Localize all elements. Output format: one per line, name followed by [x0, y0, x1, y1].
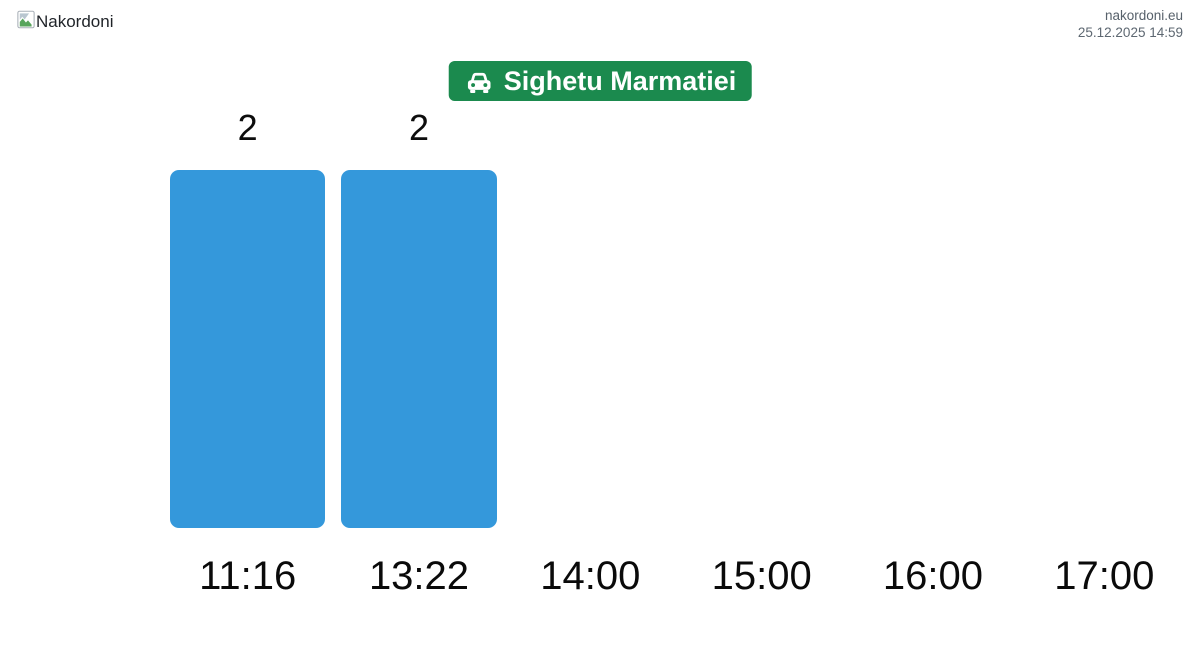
destination-badge[interactable]: Sighetu Marmatiei [448, 61, 752, 101]
chart-column: 17:00 [1019, 104, 1190, 598]
bar-value-label: 2 [237, 107, 258, 148]
bar-chart: 2 11:16 2 13:22 14:00 15:00 16:00 17:00 [162, 104, 1190, 598]
chart-column: 15:00 [676, 104, 847, 598]
chart-column: 14:00 [505, 104, 676, 598]
destination-label: Sighetu Marmatiei [503, 65, 737, 96]
broken-image-icon [17, 10, 35, 34]
x-axis-label: 15:00 [711, 554, 812, 598]
x-axis-label: 11:16 [199, 554, 297, 598]
car-front-icon [464, 68, 495, 95]
bar-area [505, 170, 676, 528]
bar-value-label: 2 [408, 107, 429, 148]
bar-area [1019, 170, 1190, 528]
bar [170, 170, 326, 528]
bar-area [162, 170, 333, 528]
header-meta: nakordoni.eu 25.12.2025 14:59 [1078, 7, 1183, 41]
chart-column: 16:00 [847, 104, 1018, 598]
bar-area [676, 170, 847, 528]
x-axis-label: 13:22 [368, 554, 470, 598]
logo-link[interactable]: Nakordoni [17, 10, 114, 34]
bar [341, 170, 497, 528]
bar-area [847, 170, 1018, 528]
x-axis-label: 16:00 [882, 554, 984, 598]
chart-column: 2 11:16 [162, 104, 333, 598]
timestamp: 25.12.2025 14:59 [1077, 25, 1183, 40]
site-link[interactable]: nakordoni.eu [1104, 8, 1183, 23]
logo-text: Nakordoni [36, 12, 114, 31]
chart-column: 2 13:22 [333, 104, 504, 598]
x-axis-label: 14:00 [540, 554, 641, 598]
x-axis-label: 17:00 [1054, 554, 1155, 598]
bar-area [333, 170, 504, 528]
